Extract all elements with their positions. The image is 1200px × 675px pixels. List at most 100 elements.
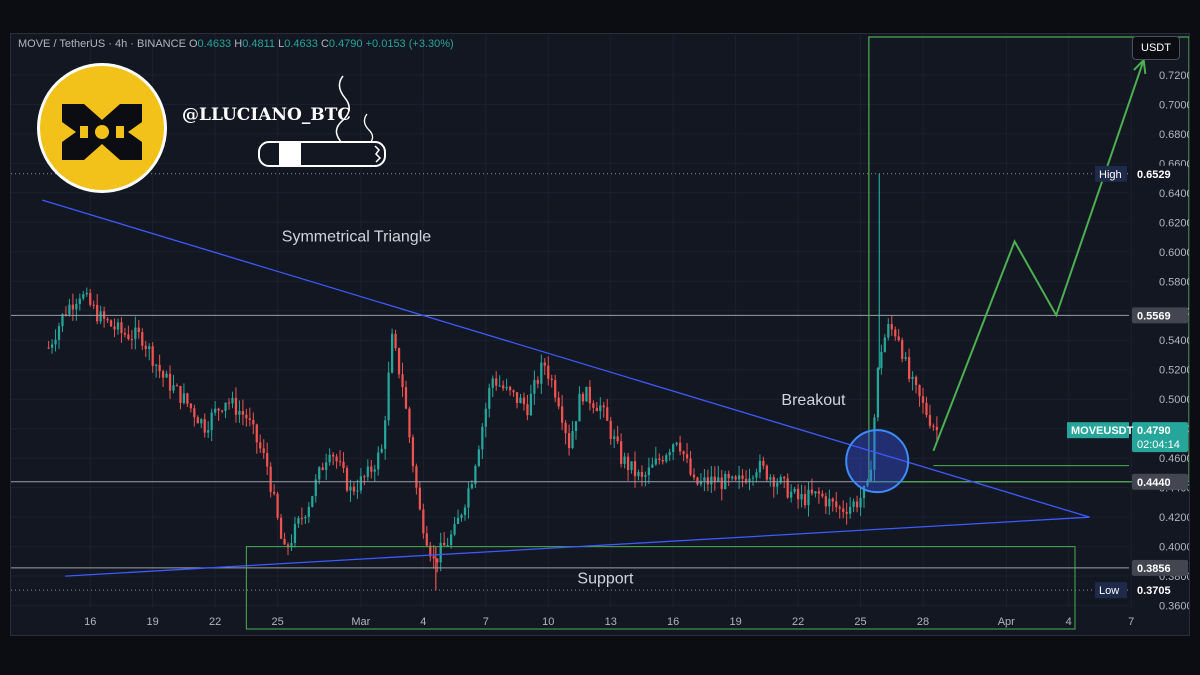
x-tick-label: 16 [667,616,679,628]
annotation-triangle: Symmetrical Triangle [282,228,431,245]
candle-body [543,362,546,366]
candle-body [64,314,68,316]
chart-panel[interactable]: Symmetrical Triangle Breakout Support 0.360… [10,33,1190,636]
last-price-tag: 0.4790 [1137,425,1171,437]
candle-body [859,498,862,508]
candle-body [311,496,314,507]
candle-body [436,558,439,563]
candle-body [623,456,626,464]
candle-body [765,465,768,480]
candle-body [144,345,147,349]
candle-body [796,488,800,500]
x-tick-label: 4 [1066,616,1072,628]
candle-body [158,364,161,372]
candle-body [672,444,675,453]
y-tick-label: 0.6800 [1159,129,1190,141]
candle-body [127,334,130,340]
candle-body [658,458,661,460]
candle-body [380,448,383,453]
candle-body [571,430,574,449]
candle-body [727,473,730,479]
candle-body [540,362,543,384]
candle-body [363,476,366,478]
candle-body [279,517,283,539]
candle-body [68,304,71,315]
low-price-tag: 0.3705 [1137,585,1171,597]
candle-body [328,454,331,463]
candle-body [283,538,286,545]
x-tick-label: 22 [792,616,804,628]
candle-body [578,393,581,422]
candle-body [505,386,508,389]
candle-body [401,374,404,388]
candle-body [564,422,567,434]
candle-body [252,419,255,425]
candle-body [217,408,220,411]
candle-body [220,410,224,412]
candle-body [640,472,644,477]
y-tick-label: 0.3600 [1159,601,1190,613]
candle-body [193,408,196,418]
candle-body [359,476,363,491]
resistance-price-tag: 0.5569 [1137,310,1171,322]
candle-body [512,390,515,393]
symbol-info-bar: MOVE / TetherUS · 4h · BINANCE O0.4633 H… [18,38,454,50]
candle-body [502,385,505,389]
candle-body [737,475,741,480]
support-price-tag-bg [1132,559,1188,576]
x-tick-label: 10 [542,616,554,628]
candle-body [911,376,914,379]
countdown-tag: 02:04:14 [1137,439,1180,451]
currency-button[interactable]: USDT [1132,36,1180,60]
candle-body [293,523,297,543]
candle-body [366,466,369,477]
trendline-upper [42,199,1090,518]
candle-body [762,460,765,466]
candle-body [432,556,435,559]
candle-body [519,397,522,404]
candle-body [449,534,453,546]
candle-body [793,488,796,492]
candle-body [134,327,137,340]
y-tick-label: 0.4200 [1159,512,1190,524]
candle-body [626,456,630,470]
y-tick-label: 0.6400 [1159,188,1190,200]
trendline-lower [65,516,1090,577]
candle-body [54,339,57,345]
candle-body [241,411,245,415]
candle-body [467,488,470,508]
candle-body [536,379,539,384]
candle-body [61,314,64,327]
candle-body [300,518,304,520]
candle-body [876,368,880,418]
cigar-icon [258,75,386,167]
open-label: O [188,38,198,50]
candle-body [581,393,585,402]
candle-body [307,506,310,517]
x-tick-label: 4 [420,616,426,628]
high-tag-label: High [1099,169,1122,181]
candle-body [165,373,168,378]
candle-body [713,476,716,483]
candle-body [356,490,359,492]
author-handle: @LLUCIANO_BTC [182,105,351,125]
candle-body [262,448,265,454]
candle-body [387,372,390,421]
candle-body [547,365,550,379]
x-tick-label: Mar [351,616,370,628]
candle-body [734,476,737,480]
candle-body [429,545,432,557]
candle-body [786,478,789,498]
candle-body [109,320,113,327]
candle-body [710,476,713,485]
candle-body [852,501,855,507]
candle-body [692,474,696,478]
candle-body [373,469,376,472]
candle-body [71,304,75,310]
candle-body [651,464,654,468]
candle-body [116,322,120,330]
price-chart[interactable]: Symmetrical Triangle Breakout Support 0.360… [11,34,1190,636]
candle-body [817,491,821,494]
symbol-title[interactable]: MOVE / TetherUS · 4h · BINANCE [18,38,186,50]
candle-body [932,425,935,427]
